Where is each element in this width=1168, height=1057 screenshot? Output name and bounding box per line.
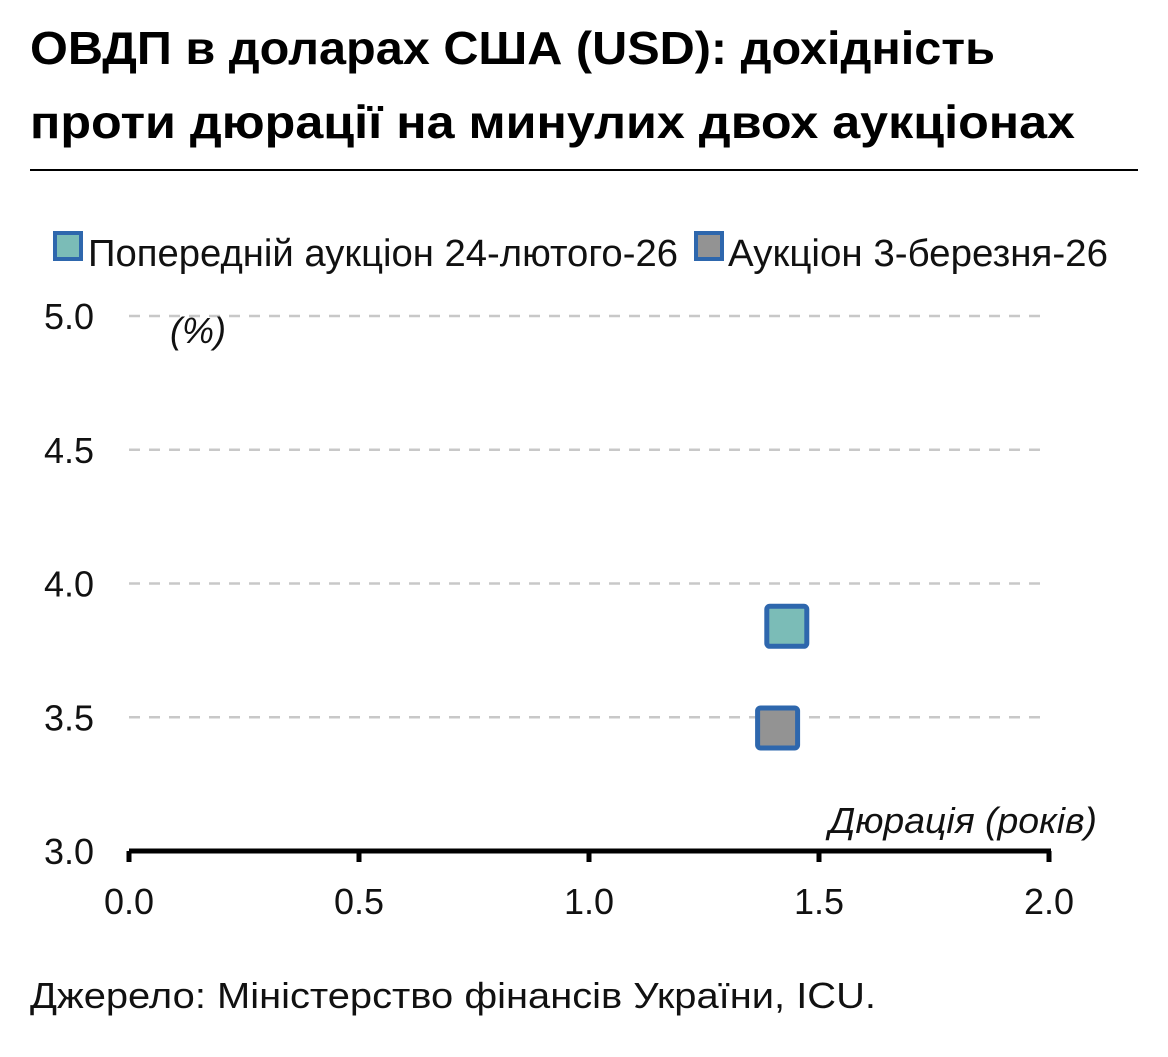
x-tick-label: 0.0 [104, 881, 154, 922]
y-ticks: 3.0 3.5 4.0 4.5 5.0 [44, 296, 94, 872]
legend-label-current: Аукціон 3-березня-26 [728, 233, 1108, 275]
y-axis-label: (%) [170, 310, 226, 351]
legend-marker-current [694, 231, 724, 261]
x-tick-label: 0.5 [334, 881, 384, 922]
grid [129, 314, 1049, 719]
y-tick-label: 5.0 [44, 296, 94, 337]
legend: Попередній аукціон 24-лютого-26 Аукціон … [53, 231, 1108, 275]
x-tick-label: 1.0 [564, 881, 614, 922]
y-tick-label: 3.0 [44, 831, 94, 872]
chart-title-line2: проти дюрації на минулих двох аукціонах [30, 96, 1075, 148]
point-series-0 [764, 603, 810, 649]
y-tick-label: 4.0 [44, 564, 94, 605]
point-series-1 [755, 705, 801, 751]
x-axis: 0.0 0.5 1.0 1.5 2.0 [104, 848, 1074, 922]
legend-marker-prev [53, 231, 83, 261]
chart-title-line1: ОВДП в доларах США (USD): дохідність [30, 22, 995, 74]
x-tick-label: 2.0 [1024, 881, 1074, 922]
y-tick-label: 3.5 [44, 697, 94, 738]
x-axis-label: Дюрація (років) [825, 800, 1097, 841]
data-points [755, 603, 810, 751]
x-tick-label: 1.5 [794, 881, 844, 922]
legend-label-prev: Попередній аукціон 24-лютого-26 [88, 233, 678, 275]
source-note: Джерело: Міністерство фінансів України, … [30, 975, 876, 1016]
y-tick-label: 4.5 [44, 430, 94, 471]
